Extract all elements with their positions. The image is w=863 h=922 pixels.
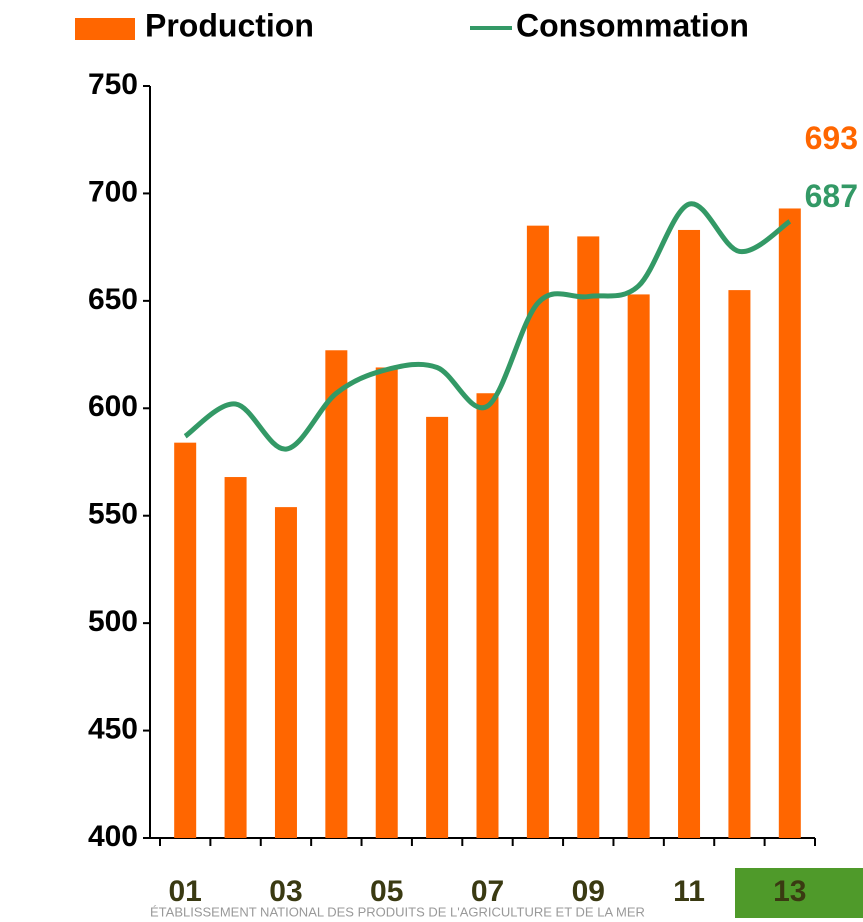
decor-box <box>735 868 863 918</box>
y-tick-label: 600 <box>88 390 138 423</box>
y-tick-label: 450 <box>88 712 138 745</box>
footer: ÉTABLISSEMENT NATIONAL DES PRODUITS DE L… <box>150 904 645 919</box>
bar <box>627 294 650 838</box>
legend-swatch <box>75 18 135 40</box>
bar <box>224 477 247 838</box>
y-tick-label: 400 <box>88 820 138 853</box>
bar <box>778 208 801 838</box>
y-tick-label: 550 <box>88 498 138 531</box>
x-tick-label: 11 <box>673 875 705 908</box>
bar <box>325 350 348 838</box>
bar <box>375 367 398 838</box>
y-tick-label: 500 <box>88 605 138 638</box>
bar <box>274 507 297 838</box>
y-tick-label: 750 <box>88 68 138 101</box>
x-tick-label: 05 <box>370 875 403 908</box>
y-tick-label: 700 <box>88 175 138 208</box>
bar <box>728 290 751 839</box>
x-tick-label: 13 <box>773 875 806 908</box>
y-tick-label: 650 <box>88 283 138 316</box>
data-label: 687 <box>805 178 858 214</box>
bar <box>426 416 449 838</box>
bar <box>526 225 549 838</box>
bar <box>577 236 600 838</box>
line <box>183 201 792 452</box>
x-tick-label: 07 <box>471 875 504 908</box>
bar <box>678 229 701 838</box>
x-tick-label: 03 <box>269 875 302 908</box>
x-tick-label: 09 <box>572 875 605 908</box>
data-label: 693 <box>805 120 858 156</box>
bar <box>476 393 499 838</box>
x-tick-label: 01 <box>169 875 202 908</box>
bar <box>174 442 197 838</box>
legend-label: Production <box>145 7 314 43</box>
legend-label: Consommation <box>516 7 749 43</box>
